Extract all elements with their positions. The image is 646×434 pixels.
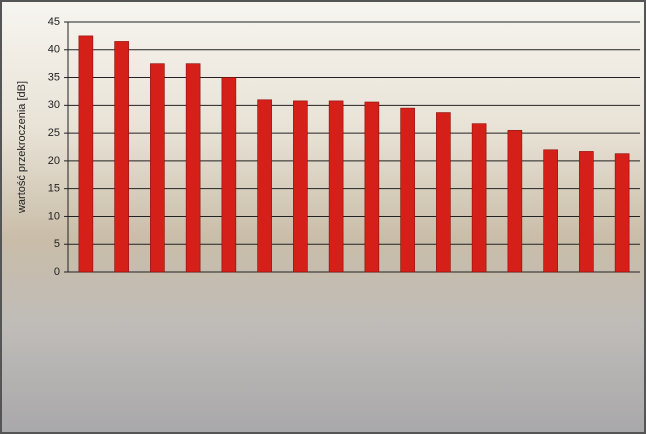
y-tick-label: 20	[48, 155, 60, 167]
bar	[114, 41, 129, 273]
bar	[150, 63, 165, 273]
bar	[328, 100, 344, 273]
bar	[614, 153, 630, 273]
bar	[400, 107, 415, 273]
bar	[579, 151, 594, 273]
bar	[436, 112, 451, 273]
bar	[293, 100, 308, 273]
bar	[185, 63, 201, 273]
y-tick-label: 15	[48, 183, 60, 195]
y-tick-label: 40	[48, 44, 60, 56]
y-tick-label: 45	[48, 16, 60, 28]
bar	[543, 149, 558, 273]
y-tick-label: 0	[54, 266, 60, 278]
y-tick-label: 30	[48, 99, 60, 111]
y-tick-label: 5	[54, 238, 60, 250]
bar	[78, 35, 94, 273]
bar	[257, 99, 272, 273]
bar	[507, 130, 523, 273]
y-axis-title: wartość przekroczenia [dB]	[16, 81, 28, 214]
bar	[471, 123, 487, 273]
bar	[221, 77, 237, 273]
y-tick-label: 10	[48, 210, 60, 222]
y-tick-label: 35	[48, 71, 60, 83]
y-tick-label: 25	[48, 127, 60, 139]
bar	[364, 101, 380, 273]
